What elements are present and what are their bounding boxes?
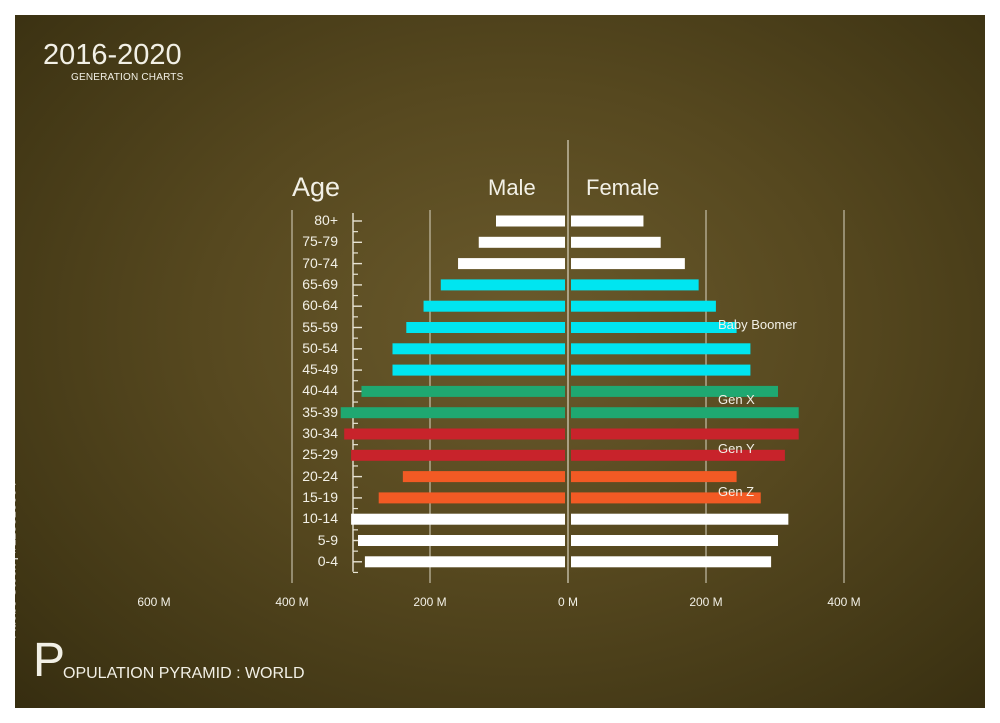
male-bar	[402, 471, 565, 483]
age-tick-label: 75-79	[302, 233, 338, 250]
female-bar	[571, 535, 778, 546]
male-bar	[392, 364, 565, 376]
male-header: Male	[488, 175, 536, 200]
x-tick-label: 200 M	[413, 595, 447, 609]
age-tick-label: 25-29	[302, 446, 338, 463]
female-bar	[571, 428, 799, 440]
male-bar	[378, 492, 565, 504]
female-bar	[571, 449, 785, 461]
generation-label: Gen Y	[718, 441, 755, 456]
generation-label: Gen Z	[718, 484, 755, 499]
chalkboard-background: 2016-2020 GENERATION CHARTS Age Male Fem…	[15, 15, 985, 708]
female-bar	[571, 513, 789, 525]
footer-title-text: OPULATION PYRAMID : WORLD	[63, 665, 305, 682]
age-tick-label: 65-69	[302, 275, 338, 292]
male-bar	[496, 215, 565, 227]
female-bar	[571, 364, 751, 376]
age-tick-label: 15-19	[302, 488, 338, 505]
female-bar	[571, 556, 772, 568]
stock-watermark-id: Adobe Stock | #118813664	[3, 475, 19, 645]
x-tick-label: 0 M	[557, 595, 579, 609]
age-tick-label: 60-64	[302, 297, 338, 314]
male-bar	[406, 322, 565, 333]
population-pyramid-chart	[291, 140, 845, 583]
male-bar	[423, 300, 565, 312]
male-bar	[340, 407, 565, 419]
female-bar	[571, 215, 644, 227]
female-bar	[571, 236, 661, 248]
male-bar	[392, 343, 565, 355]
female-bar	[571, 258, 685, 270]
female-header: Female	[586, 175, 660, 200]
age-tick-label: 5-9	[317, 531, 338, 548]
female-bar	[571, 322, 737, 333]
male-bar	[364, 556, 565, 568]
generation-label: Gen X	[718, 392, 755, 407]
age-tick-label: 10-14	[302, 510, 338, 527]
x-tick-label: 400 M	[827, 595, 861, 609]
age-tick-label: 35-39	[302, 403, 338, 420]
x-tick-label: 400 M	[275, 595, 309, 609]
male-bar	[351, 449, 565, 461]
male-bar	[361, 385, 565, 397]
male-bar	[344, 428, 565, 440]
age-tick-label: 80+	[314, 212, 338, 228]
generation-label: Baby Boomer	[718, 317, 797, 332]
male-bar	[478, 236, 565, 248]
footer-initial-letter: P	[33, 634, 66, 687]
page-title: 2016-2020	[43, 39, 182, 71]
female-bar	[571, 385, 778, 397]
male-bar	[458, 258, 565, 270]
age-tick-label: 0-4	[317, 552, 338, 569]
age-tick-label: 50-54	[302, 339, 338, 356]
female-bar	[571, 300, 716, 312]
age-tick-label: 30-34	[302, 425, 338, 441]
male-bar	[351, 513, 565, 525]
age-tick-label: 20-24	[302, 467, 338, 484]
female-bar	[571, 343, 751, 355]
male-bar	[440, 279, 565, 291]
age-tick-label: 70-74	[302, 254, 338, 271]
age-tick-label: 40-44	[302, 382, 338, 399]
page-subtitle: GENERATION CHARTS	[71, 72, 184, 83]
male-bar	[358, 535, 565, 546]
female-bar	[571, 492, 761, 504]
age-tick-label: 55-59	[302, 318, 338, 335]
female-bar	[571, 279, 699, 291]
x-tick-label: 600 M	[137, 595, 171, 609]
x-tick-label: 200 M	[689, 595, 723, 609]
female-bar	[571, 471, 737, 483]
female-bar	[571, 407, 799, 419]
age-axis-title: Age	[292, 172, 341, 202]
stock-id-text: Adobe Stock | #118813664	[3, 482, 19, 638]
age-tick-label: 45-49	[302, 361, 338, 378]
